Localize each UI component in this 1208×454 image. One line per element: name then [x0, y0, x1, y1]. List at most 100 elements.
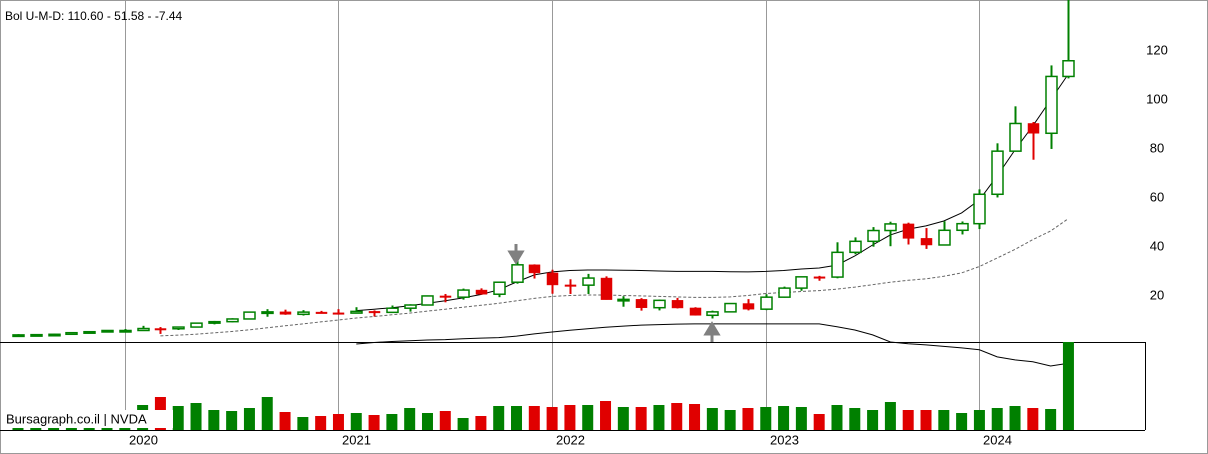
volume-bar	[226, 411, 238, 430]
volume-bar	[867, 410, 879, 430]
volume-bar	[938, 410, 950, 430]
candle-body	[1027, 123, 1040, 134]
x-tick-label: 2021	[342, 432, 371, 447]
candle-body	[48, 333, 61, 337]
candle-body	[386, 307, 399, 314]
volume-bar	[421, 413, 433, 430]
x-tick-label: 2023	[770, 432, 799, 447]
candle-body	[884, 223, 897, 232]
candle-body	[849, 240, 862, 254]
candle-body	[190, 322, 203, 328]
candle-body	[546, 272, 559, 286]
candle-body	[172, 326, 185, 330]
x-tick-label: 2024	[983, 432, 1012, 447]
candle-body	[671, 300, 684, 309]
middle-band	[160, 218, 1069, 337]
volume-bar	[457, 418, 469, 430]
volume-bar	[671, 403, 683, 430]
volume-bar	[386, 414, 398, 430]
candle-body	[332, 312, 345, 315]
candle-body	[778, 287, 791, 298]
candles	[12, 0, 1075, 338]
volume-bar	[920, 410, 932, 430]
volume-bar	[831, 405, 843, 430]
watermark: Bursagraph.co.il | NVDA	[6, 411, 147, 426]
volume-bar	[511, 406, 523, 430]
candle-body	[867, 229, 880, 243]
volume-bar	[617, 407, 629, 430]
candle-body	[475, 289, 488, 295]
volume-bar	[475, 416, 487, 430]
volume-bar	[849, 408, 861, 430]
signal-arrow-up	[703, 321, 721, 342]
y-tick-label: 100	[1146, 91, 1168, 106]
candle-body	[493, 281, 506, 295]
candle-body	[1045, 75, 1058, 135]
volume-bar	[956, 413, 968, 430]
candle-body	[724, 302, 737, 313]
volume-bar	[208, 410, 220, 430]
y-tick-label: 80	[1150, 140, 1164, 155]
volume-bar	[1009, 406, 1021, 430]
volume-bar	[279, 412, 291, 430]
candle-body	[938, 229, 951, 246]
candle-body	[528, 264, 541, 274]
volume-bar	[315, 416, 327, 430]
volume-bar	[546, 407, 558, 430]
volume-bar	[439, 411, 451, 430]
volume-bar	[795, 407, 807, 430]
volume-bar	[706, 408, 718, 430]
candle-body	[760, 296, 773, 310]
candle-body	[83, 330, 96, 334]
candle-body	[421, 295, 434, 306]
candle-body	[902, 223, 915, 239]
volume-bar	[973, 410, 985, 430]
candle-body	[653, 299, 666, 309]
candle-body	[12, 334, 25, 338]
volume-bar	[991, 408, 1003, 430]
volume-bar	[404, 408, 416, 430]
volume-bar	[261, 397, 273, 430]
volume-bar	[493, 406, 505, 430]
candle-body	[973, 193, 986, 225]
candle-body	[261, 311, 274, 315]
candle-body	[226, 318, 239, 323]
x-tick-label: 2022	[556, 432, 585, 447]
volume-bar	[1027, 408, 1039, 430]
volume-bar	[190, 403, 202, 430]
volume-bar	[528, 406, 540, 430]
candle-body	[600, 277, 613, 300]
candle-body	[101, 329, 114, 333]
indicator-header: Bol U-M-D: 110.60 - 51.58 - -7.44	[5, 9, 183, 23]
candle-body	[511, 264, 524, 283]
candle-body	[564, 284, 577, 287]
candle-body	[65, 331, 78, 336]
volume-bar	[350, 413, 362, 430]
volume-bar	[243, 408, 255, 430]
volume-bar	[902, 410, 914, 430]
volume-bar	[172, 406, 184, 430]
candle-body	[368, 311, 381, 314]
candle-body	[1009, 122, 1022, 152]
volume-bar	[778, 406, 790, 430]
volume-bar	[813, 414, 825, 430]
candle-body	[831, 251, 844, 278]
volume-bar	[564, 405, 576, 430]
candle-body	[119, 329, 132, 333]
volume-bar	[742, 408, 754, 430]
volume-bar	[635, 407, 647, 430]
candle-body	[920, 238, 933, 246]
volume-bar	[582, 405, 594, 430]
volume-bar	[297, 417, 309, 430]
candle-body	[439, 295, 452, 298]
candle-body	[279, 311, 292, 315]
candle-body	[795, 276, 808, 289]
volume-bar	[760, 407, 772, 430]
axes: 2020 2021 2022 2023 2024 20 40 60 80 100 120	[129, 42, 1168, 447]
candle-body	[635, 299, 648, 308]
candle-body	[706, 311, 719, 317]
volume-bar	[368, 415, 380, 430]
candle-body	[813, 276, 826, 279]
